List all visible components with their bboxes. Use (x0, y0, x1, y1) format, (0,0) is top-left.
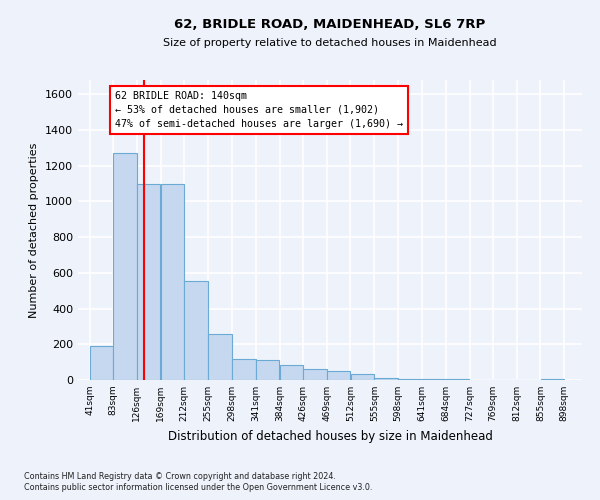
Bar (161, 184, 184, 380)
Text: Contains public sector information licensed under the Open Government Licence v3: Contains public sector information licen… (24, 484, 373, 492)
Bar (280, 365, 303, 380)
Bar (113, 153, 137, 380)
Bar (184, 281, 208, 380)
Text: Size of property relative to detached houses in Maidenhead: Size of property relative to detached ho… (163, 38, 497, 48)
Text: Contains HM Land Registry data © Crown copyright and database right 2024.: Contains HM Land Registry data © Crown c… (24, 472, 336, 481)
Bar (350, 374, 374, 380)
Bar (232, 360, 256, 380)
Text: 62 BRIDLE ROAD: 140sqm
← 53% of detached houses are smaller (1,902)
47% of semi-: 62 BRIDLE ROAD: 140sqm ← 53% of detached… (115, 90, 403, 128)
Bar (541, 379, 564, 380)
Text: 62, BRIDLE ROAD, MAIDENHEAD, SL6 7RP: 62, BRIDLE ROAD, MAIDENHEAD, SL6 7RP (175, 18, 485, 30)
Bar (90, 346, 113, 380)
Bar (446, 379, 469, 380)
Bar (208, 334, 232, 380)
Bar (327, 371, 350, 380)
X-axis label: Distribution of detached houses by size in Maidenhead: Distribution of detached houses by size … (167, 430, 493, 442)
Bar (398, 379, 422, 380)
Y-axis label: Number of detached properties: Number of detached properties (29, 142, 40, 318)
Bar (422, 379, 446, 380)
Bar (256, 360, 280, 380)
Bar (137, 184, 160, 380)
Bar (303, 370, 326, 380)
Bar (374, 378, 398, 380)
